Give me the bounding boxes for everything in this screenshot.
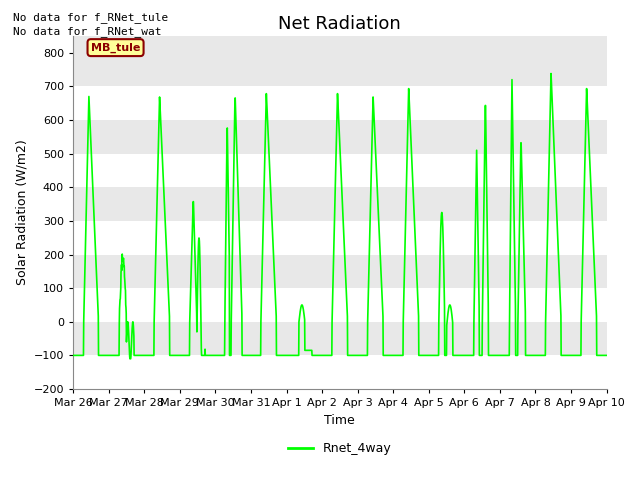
Legend: Rnet_4way: Rnet_4way [283, 437, 397, 460]
Bar [73, 221, 607, 254]
Title: Net Radiation: Net Radiation [278, 15, 401, 33]
X-axis label: Time: Time [324, 414, 355, 427]
Bar [73, 187, 607, 221]
Y-axis label: Solar Radiation (W/m2): Solar Radiation (W/m2) [15, 140, 28, 285]
Bar [73, 288, 607, 322]
Text: No data for f_RNet_wat: No data for f_RNet_wat [13, 26, 161, 37]
Bar [73, 120, 607, 154]
Bar [73, 53, 607, 86]
Text: MB_tule: MB_tule [91, 43, 140, 53]
Bar [73, 355, 607, 389]
Bar [73, 254, 607, 288]
Bar [73, 86, 607, 120]
Bar [73, 154, 607, 187]
Text: No data for f_RNet_tule: No data for f_RNet_tule [13, 12, 168, 23]
Bar [73, 322, 607, 355]
